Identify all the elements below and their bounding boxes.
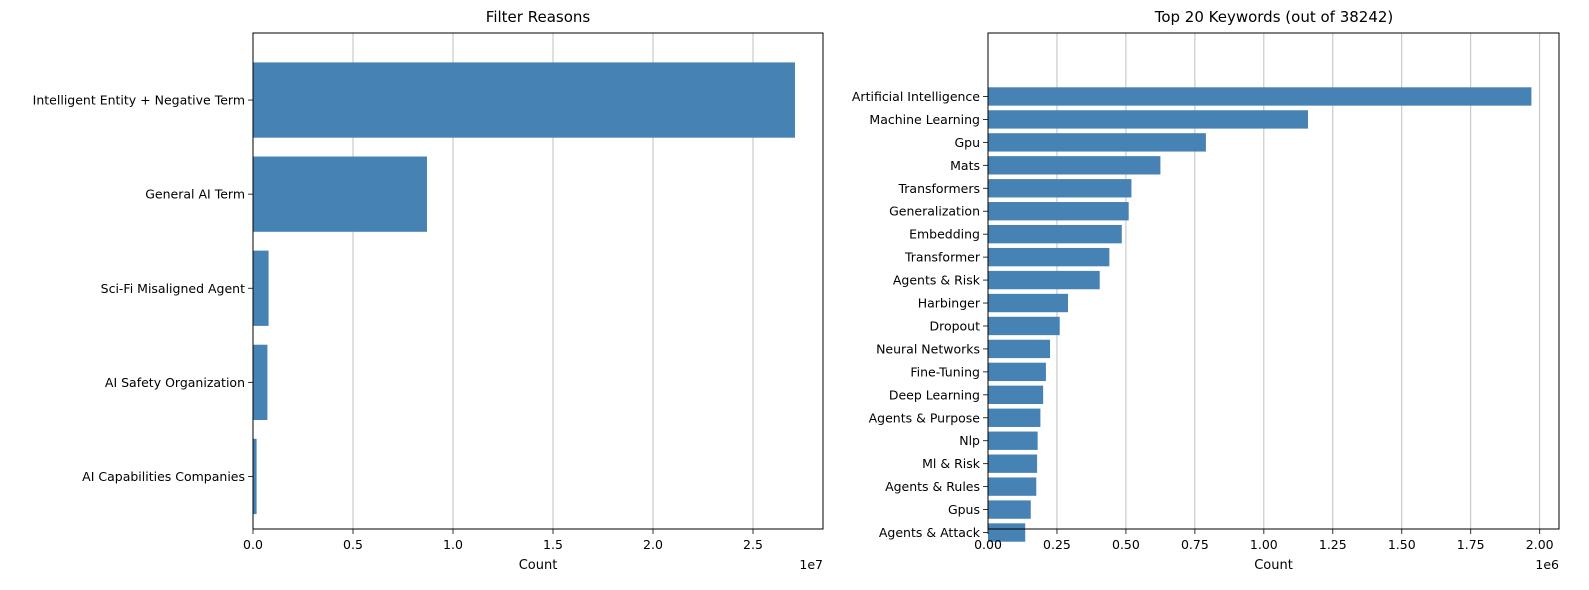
- chart-title: Filter Reasons: [486, 8, 591, 26]
- bar: [988, 202, 1129, 221]
- x-axis-label: Count: [1254, 558, 1293, 573]
- x-tick-label: 1.5: [543, 537, 563, 552]
- y-tick-label: Agents & Purpose: [869, 410, 981, 425]
- bar: [988, 362, 1046, 382]
- x-tick-label: 2.5: [743, 537, 763, 552]
- bar: [253, 62, 795, 138]
- y-tick-label: Generalization: [889, 204, 980, 219]
- x-tick-label: 1.25: [1319, 537, 1347, 552]
- y-tick-label: Agents & Rules: [885, 479, 980, 494]
- x-tick-label: 2.0: [643, 537, 663, 552]
- x-scale-label: 1e6: [1535, 557, 1559, 572]
- chart-top-keywords: Top 20 Keywords (out of 38242) Artificia…: [852, 8, 1560, 573]
- bar: [988, 385, 1044, 405]
- y-tick-label: Gpus: [948, 502, 980, 517]
- x-tick-label: 1.75: [1457, 537, 1485, 552]
- bar: [988, 431, 1038, 450]
- y-tick-label: Agents & Risk: [893, 273, 981, 288]
- y-tick-labels: Intelligent Entity + Negative Term Genera…: [33, 93, 253, 484]
- bar: [988, 500, 1031, 519]
- x-ticks: 0.00 0.25 0.50 0.75 1.00 1.25 1.50 1.75 2.00: [974, 529, 1554, 552]
- bar: [988, 477, 1037, 496]
- bar: [253, 156, 427, 232]
- y-tick-label: Embedding: [909, 227, 980, 242]
- y-tick-label: AI Capabilities Companies: [82, 469, 245, 484]
- y-tick-label: Sci-Fi Misaligned Agent: [101, 281, 245, 296]
- x-tick-label: 0.5: [343, 537, 363, 552]
- chart-filter-reasons: Filter Reasons Intelligent Entity + Nega…: [33, 8, 824, 573]
- bar: [988, 224, 1122, 244]
- bar: [988, 87, 1532, 106]
- y-tick-label: Mats: [950, 158, 980, 173]
- x-tick-label: 1.50: [1388, 537, 1416, 552]
- x-tick-label: 0.75: [1181, 537, 1209, 552]
- y-tick-label: Deep Learning: [889, 387, 980, 402]
- bar: [988, 156, 1161, 175]
- bar: [988, 408, 1041, 427]
- y-tick-label: AI Safety Organization: [105, 375, 245, 390]
- y-tick-label: General AI Term: [145, 187, 245, 202]
- y-tick-label: Dropout: [929, 318, 980, 333]
- bar: [988, 270, 1100, 290]
- y-tick-label: Gpu: [954, 135, 980, 150]
- bar: [988, 454, 1038, 473]
- y-tick-label: Ml & Risk: [922, 456, 981, 471]
- bar: [253, 438, 257, 515]
- y-tick-label: Transformers: [897, 181, 980, 196]
- x-tick-label: 0.00: [974, 537, 1002, 552]
- bar: [988, 316, 1060, 336]
- axes-frame: [987, 32, 1560, 530]
- bar: [253, 344, 268, 420]
- x-ticks: 0.0 0.5 1.0 1.5 2.0 2.5: [243, 529, 763, 552]
- y-tick-label: Machine Learning: [869, 112, 980, 127]
- y-tick-label: Intelligent Entity + Negative Term: [33, 93, 245, 108]
- x-tick-label: 2.00: [1526, 537, 1554, 552]
- x-tick-label: 1.00: [1250, 537, 1278, 552]
- y-tick-label: Agents & Attack: [879, 525, 981, 540]
- bar: [988, 339, 1051, 359]
- y-tick-label: Artificial Intelligence: [852, 89, 980, 104]
- y-tick-label: Harbinger: [918, 296, 981, 311]
- y-tick-labels: Artificial Intelligence Machine Learning G…: [852, 89, 988, 540]
- bar: [988, 133, 1206, 152]
- bar: [988, 523, 1026, 542]
- x-tick-label: 1.0: [443, 537, 463, 552]
- x-tick-label: 0.25: [1043, 537, 1071, 552]
- bar: [253, 250, 269, 326]
- x-axis-label: Count: [519, 558, 558, 573]
- bars: [988, 87, 1532, 542]
- chart-title: Top 20 Keywords (out of 38242): [1154, 8, 1394, 26]
- bar: [988, 293, 1068, 313]
- x-tick-label: 0.0: [243, 537, 263, 552]
- axes-frame: [252, 32, 824, 530]
- x-scale-label: 1e7: [799, 557, 823, 572]
- bar: [988, 110, 1308, 129]
- y-tick-label: Nlp: [959, 433, 980, 448]
- bar: [988, 179, 1132, 198]
- y-tick-label: Neural Networks: [876, 341, 980, 356]
- bar: [988, 247, 1110, 267]
- y-tick-label: Transformer: [904, 250, 981, 265]
- bars: [253, 62, 795, 515]
- y-tick-label: Fine-Tuning: [910, 364, 980, 379]
- x-tick-label: 0.50: [1112, 537, 1140, 552]
